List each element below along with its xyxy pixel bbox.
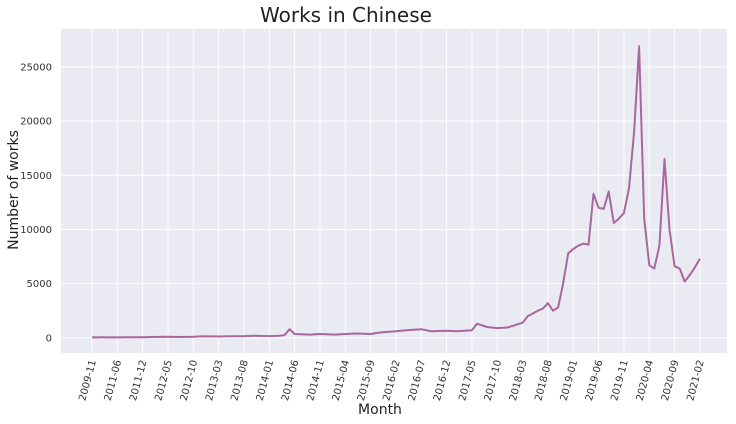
x-tick-label: 2020-04 bbox=[635, 359, 656, 402]
x-tick-label: 2016-12 bbox=[432, 359, 453, 402]
y-tick-labels: 0 5000 10000 15000 20000 25000 bbox=[20, 62, 52, 344]
x-tick-label: 2011-12 bbox=[128, 359, 149, 402]
y-gridlines bbox=[61, 66, 727, 339]
x-tick-label: 2016-07 bbox=[407, 359, 428, 402]
y-tick-label: 5000 bbox=[27, 279, 52, 290]
x-tick-label: 2019-06 bbox=[584, 359, 605, 402]
y-tick-label: 25000 bbox=[20, 62, 52, 73]
x-tick-label: 2018-03 bbox=[508, 359, 529, 402]
x-tick-label: 2015-04 bbox=[331, 359, 352, 402]
x-tick-label: 2014-11 bbox=[305, 359, 326, 402]
x-tick-label: 2017-10 bbox=[483, 359, 504, 402]
x-tick-label: 2014-06 bbox=[280, 359, 301, 402]
x-tick-label: 2015-09 bbox=[356, 359, 377, 402]
x-tick-label: 2018-08 bbox=[533, 359, 554, 402]
y-tick-label: 0 bbox=[46, 333, 52, 344]
x-tick-label: 2011-06 bbox=[103, 359, 124, 402]
x-tick-label: 2012-05 bbox=[153, 359, 174, 402]
y-tick-label: 10000 bbox=[20, 225, 52, 236]
x-gridlines bbox=[91, 29, 701, 353]
x-tick-label: 2019-11 bbox=[609, 359, 630, 402]
x-tick-label: 2012-10 bbox=[179, 359, 200, 402]
x-tick-label: 2014-01 bbox=[255, 359, 276, 402]
x-tick-label: 2019-01 bbox=[559, 359, 580, 402]
x-tick-label: 2017-05 bbox=[457, 359, 478, 402]
series-line bbox=[91, 45, 701, 339]
x-tick-label: 2016-02 bbox=[381, 359, 402, 402]
y-tick-label: 20000 bbox=[20, 117, 52, 128]
x-tick-label: 2009-11 bbox=[77, 359, 98, 402]
x-axis-label: Month bbox=[358, 402, 402, 418]
x-tick-label: 2020-09 bbox=[660, 359, 681, 402]
x-tick-label: 2013-03 bbox=[204, 359, 225, 402]
x-tick-labels: 2009-11 2011-06 2011-12 2012-05 2012-10 2013-… bbox=[77, 359, 706, 402]
x-tick-label: 2021-02 bbox=[685, 359, 706, 402]
chart-title: Works in Chinese bbox=[260, 3, 432, 27]
x-tick-label: 2013-08 bbox=[229, 359, 250, 402]
y-tick-label: 15000 bbox=[20, 171, 52, 182]
plot-background bbox=[61, 29, 727, 353]
y-axis-label: Number of works bbox=[6, 130, 22, 250]
